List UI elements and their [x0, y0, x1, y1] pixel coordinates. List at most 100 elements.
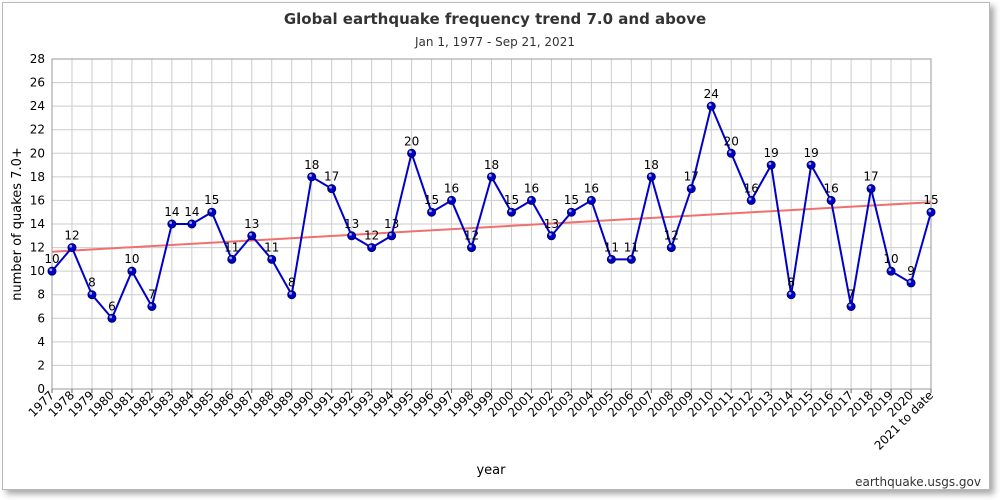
data-point [167, 219, 177, 229]
series-group [47, 101, 936, 323]
data-point-highlight [668, 244, 672, 248]
data-label: 8 [787, 276, 795, 290]
data-point-highlight [508, 209, 512, 213]
trendline [51, 201, 932, 253]
data-point-highlight [49, 268, 53, 272]
data-point [127, 266, 137, 276]
y-tick-label: 6 [37, 311, 45, 325]
data-label: 11 [624, 240, 639, 254]
data-point [287, 290, 297, 300]
data-label: 24 [704, 87, 719, 101]
data-label: 9 [907, 264, 915, 278]
data-point-highlight [169, 221, 173, 225]
y-tick-label: 28 [30, 52, 45, 66]
y-tick-label: 2 [37, 358, 45, 372]
data-point-highlight [329, 185, 332, 189]
data-point [586, 195, 596, 205]
data-label: 12 [64, 229, 79, 243]
data-point [427, 207, 437, 217]
data-point [706, 101, 716, 111]
data-label: 10 [883, 252, 898, 266]
data-point [107, 313, 117, 323]
y-tick-label: 16 [30, 193, 45, 207]
data-point-highlight [748, 197, 752, 201]
data-label: 7 [148, 288, 156, 302]
data-point [886, 266, 896, 276]
x-axis-title: year [476, 463, 506, 478]
data-label: 15 [564, 193, 579, 207]
data-point [526, 195, 536, 205]
data-point-highlight [588, 197, 592, 201]
data-label: 16 [823, 181, 838, 195]
data-point-highlight [488, 174, 492, 177]
y-tick-label: 0 [37, 382, 45, 396]
data-point-highlight [189, 221, 193, 225]
data-point-highlight [369, 244, 372, 248]
data-label: 13 [384, 217, 399, 231]
data-point [666, 243, 676, 253]
data-point-highlight [249, 232, 252, 236]
data-point [187, 219, 197, 229]
data-point [247, 231, 257, 241]
data-point [506, 207, 516, 217]
data-label: 6 [108, 299, 116, 313]
data-point-highlight [428, 209, 432, 213]
data-point [467, 243, 477, 253]
data-point-highlight [708, 103, 712, 107]
data-point-highlight [229, 256, 232, 260]
trendline-group [51, 201, 932, 253]
data-point [906, 278, 916, 288]
data-point-highlight [928, 209, 932, 213]
data-point-highlight [788, 291, 792, 295]
data-point-highlight [309, 174, 312, 177]
data-point-highlight [528, 197, 532, 201]
data-point [926, 207, 936, 217]
data-point [207, 207, 217, 217]
data-label: 12 [464, 229, 479, 243]
data-point-highlight [149, 303, 153, 307]
data-point [387, 231, 397, 241]
data-label: 19 [764, 146, 779, 160]
data-point [806, 160, 816, 170]
data-point [826, 195, 836, 205]
data-point-highlight [888, 268, 892, 272]
data-label: 17 [684, 170, 699, 184]
data-point [227, 254, 237, 264]
data-label: 20 [724, 134, 739, 148]
data-point-highlight [908, 280, 912, 283]
y-tick-label: 10 [30, 264, 45, 278]
data-point-highlight [408, 150, 412, 154]
data-point [367, 243, 377, 253]
data-label: 15 [424, 193, 439, 207]
y-tick-label: 18 [30, 170, 45, 184]
y-tick-label: 22 [30, 123, 45, 137]
chart-title: Global earthquake frequency trend 7.0 an… [284, 10, 706, 28]
data-point [846, 302, 856, 311]
data-point [646, 172, 656, 182]
data-label: 20 [404, 134, 419, 148]
data-point-highlight [568, 209, 572, 213]
data-label: 19 [803, 146, 818, 160]
data-point [327, 184, 337, 194]
data-point [267, 254, 277, 264]
data-label: 17 [324, 170, 339, 184]
data-point-highlight [289, 291, 292, 295]
data-point [407, 148, 417, 158]
data-label: 8 [288, 276, 296, 290]
data-label: 10 [124, 252, 139, 266]
data-point-highlight [109, 315, 113, 319]
data-label: 18 [484, 158, 499, 172]
data-label: 13 [344, 217, 359, 231]
y-tick-label: 26 [30, 76, 45, 90]
data-label: 11 [264, 240, 279, 254]
data-point-highlight [688, 185, 692, 189]
data-label: 8 [88, 276, 96, 290]
data-label: 16 [584, 181, 599, 195]
data-point [866, 184, 876, 194]
data-label: 16 [444, 181, 459, 195]
data-point [307, 172, 317, 182]
data-point-highlight [848, 303, 852, 307]
data-label: 15 [504, 193, 519, 207]
data-label: 16 [744, 181, 759, 195]
x-axis: 1977197819791980198119821983198419851986… [26, 388, 936, 453]
